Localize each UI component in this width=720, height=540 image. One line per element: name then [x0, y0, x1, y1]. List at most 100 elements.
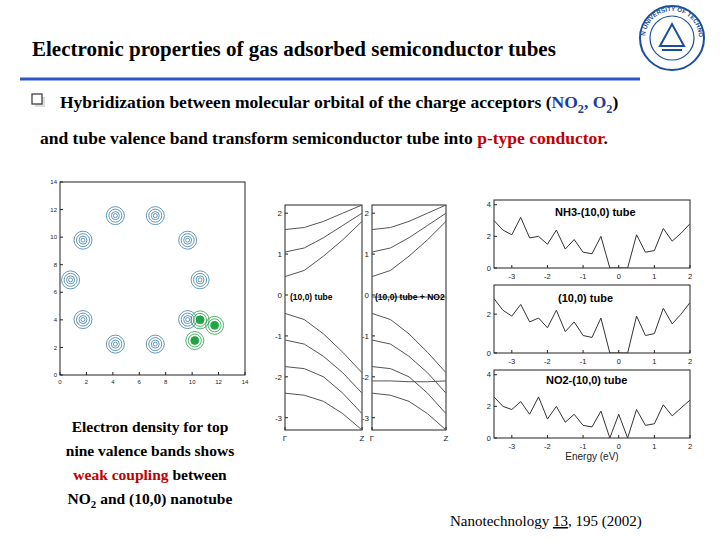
- contour-ring: [67, 276, 75, 284]
- series-line: [372, 213, 446, 252]
- text-part: Hybridization between molecular orbital …: [60, 92, 552, 112]
- bullet-box: [32, 94, 42, 104]
- contour-ring: [64, 273, 77, 286]
- y-tick: [372, 376, 375, 377]
- x-tick: [285, 427, 286, 430]
- text-part: Nanotechnology: [450, 513, 553, 529]
- x-tick-label: 4: [111, 379, 115, 385]
- text-part: , 195 (2002): [568, 513, 642, 530]
- series-line: [372, 221, 446, 276]
- contour-ring: [151, 340, 159, 348]
- y-tick: [285, 295, 288, 296]
- point: [106, 207, 124, 225]
- chart: -3-2-101202(10,0) tube: [487, 285, 692, 366]
- y-tick: [60, 182, 63, 183]
- y-tick: [494, 406, 497, 407]
- x-tick-label: 6: [138, 379, 142, 385]
- x-tick: [372, 427, 373, 430]
- x-tick: [511, 265, 512, 268]
- contour-ring: [191, 337, 199, 345]
- plot-frame: [494, 200, 690, 268]
- x-tick-label: 0: [617, 442, 621, 451]
- logo-text: DALIAN UNIVERSITY OF TECHNOLOGY: [0, 0, 705, 38]
- y-tick: [60, 347, 63, 348]
- panel-title: (10,0) tube: [558, 292, 613, 304]
- contour-ring: [153, 342, 157, 346]
- plot-area: [494, 299, 690, 353]
- y-tick-label: 1: [365, 250, 370, 259]
- x-tick: [165, 372, 166, 375]
- y-tick-label: 10: [50, 234, 57, 240]
- contour-ring: [198, 278, 202, 282]
- text-part: weak coupling: [73, 466, 168, 483]
- contour-ring: [186, 318, 190, 322]
- contour-ring: [79, 236, 87, 244]
- series-line: [372, 340, 446, 393]
- contour-ring: [111, 212, 119, 220]
- contour-ring: [213, 323, 217, 327]
- title: Electronic properties of gas adsorbed se…: [32, 37, 556, 61]
- caption-line: NO2 and (10,0) nanotube: [68, 490, 233, 510]
- panel-title: (10,0) tube + NO2: [375, 292, 445, 302]
- text-part: and (10,0) nanotube: [96, 490, 232, 508]
- contour-ring: [111, 340, 119, 348]
- text-part: .: [603, 128, 607, 148]
- series-line: [285, 213, 362, 252]
- y-tick: [60, 319, 63, 320]
- x-tick-label: 0: [617, 272, 621, 281]
- x-tick-label: -2: [544, 357, 551, 366]
- y-tick: [60, 237, 63, 238]
- contour-ring: [76, 313, 89, 326]
- contour-ring: [208, 319, 221, 332]
- contour-ring: [106, 335, 124, 353]
- y-tick-label: 0: [278, 291, 283, 300]
- x-tick-label: Z: [360, 434, 365, 443]
- contour-ring: [211, 321, 219, 329]
- y-tick-label: 0: [365, 291, 370, 300]
- text-part: , O: [584, 92, 606, 112]
- series-line: [494, 299, 690, 353]
- contour-ring: [146, 335, 164, 353]
- chart: ΓZ-3-2-1012(10,0) tube + NO2: [362, 205, 449, 443]
- bullet-line: and tube valence band transform semicond…: [40, 128, 608, 148]
- x-tick: [511, 435, 512, 438]
- y-tick-label: 0: [487, 349, 491, 358]
- contour-ring: [181, 234, 194, 247]
- point: [191, 271, 209, 289]
- text-part: p-type conductor: [477, 128, 605, 148]
- series-line: [285, 221, 362, 276]
- x-tick-label: 14: [242, 379, 249, 385]
- x-tick-label: -3: [508, 442, 515, 451]
- x-tick-label: 12: [215, 379, 222, 385]
- caption-line: Electron density for top: [72, 418, 229, 435]
- y-tick-label: 2: [487, 402, 491, 411]
- x-tick: [218, 372, 219, 375]
- y-tick: [372, 417, 375, 418]
- panel-title: (10,0) tube: [290, 292, 333, 302]
- contour-ring: [151, 212, 159, 220]
- contour-ring: [186, 238, 190, 242]
- citation: Nanotechnology 13, 195 (2002): [450, 513, 642, 530]
- x-tick-label: 1: [652, 357, 656, 366]
- x-tick-label: 1: [652, 272, 656, 281]
- contour-ring: [153, 214, 157, 218]
- text-part: between: [169, 466, 227, 483]
- x-tick-label: -1: [580, 357, 587, 366]
- x-tick-label: -1: [580, 442, 587, 451]
- series-line: [494, 397, 690, 438]
- contour-ring: [74, 311, 92, 329]
- y-tick-label: -2: [275, 373, 283, 382]
- series-line: [285, 393, 362, 430]
- logo-emblem: [662, 49, 682, 51]
- contour-ring: [196, 276, 204, 284]
- point: [206, 316, 224, 334]
- contour-ring: [194, 313, 207, 326]
- y-tick: [285, 376, 288, 377]
- series-line: [285, 313, 362, 372]
- y-tick-label: -1: [362, 332, 370, 341]
- y-tick-label: -3: [362, 414, 370, 423]
- x-tick-label: -1: [580, 272, 587, 281]
- contour-ring: [109, 338, 122, 351]
- contour-ring: [186, 332, 204, 350]
- x-tick: [139, 372, 140, 375]
